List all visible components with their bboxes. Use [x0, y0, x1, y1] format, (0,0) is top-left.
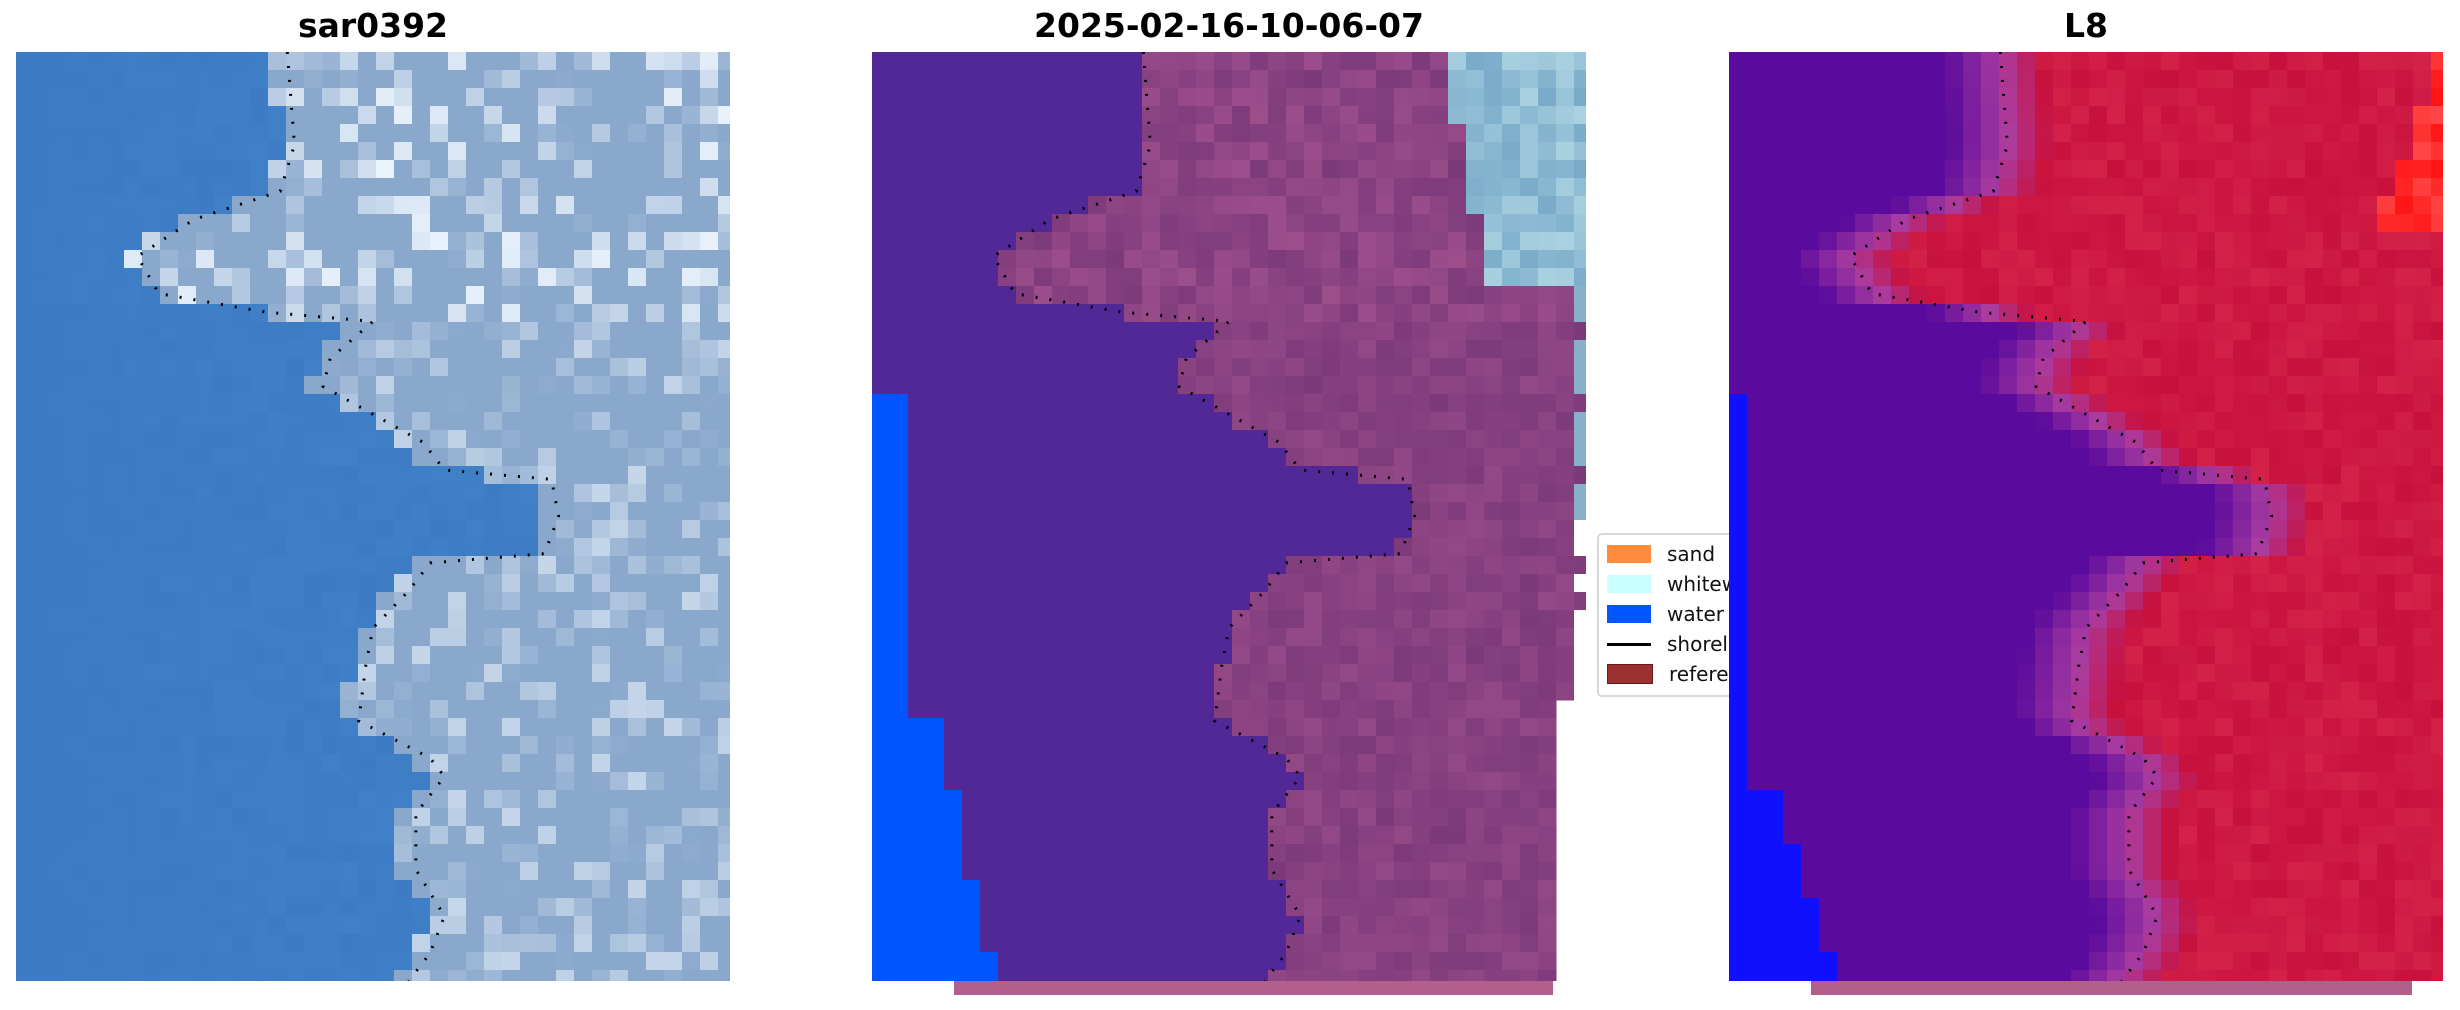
raster-image — [1729, 52, 2443, 981]
reference-strip — [954, 981, 1553, 995]
shoreline — [135, 52, 561, 981]
sand-swatch — [1607, 545, 1651, 563]
legend-item-water: water — [1607, 599, 1724, 629]
legend-label: sand — [1667, 542, 1716, 566]
panel-title-classified: 2025-02-16-10-06-07 — [1034, 6, 1424, 45]
panel-title-rgb: sar0392 — [297, 6, 449, 45]
legend-item-sand: sand — [1607, 539, 1715, 569]
shoreline — [1848, 52, 2274, 981]
water-swatch — [1607, 605, 1651, 623]
reference-swatch — [1607, 664, 1653, 684]
whitewater-swatch — [1607, 575, 1651, 593]
shoreline-swatch — [1607, 642, 1651, 646]
raster-image — [16, 52, 730, 981]
reference-strip — [1811, 981, 2412, 995]
legend-label: water — [1667, 602, 1724, 626]
shoreline — [991, 52, 1417, 981]
index-image-panel — [1729, 52, 2443, 981]
rgb-image-panel — [16, 52, 730, 981]
panel-title-index: L8 — [2064, 6, 2108, 45]
classified-image-panel — [872, 52, 1586, 981]
raster-image — [872, 52, 1586, 981]
